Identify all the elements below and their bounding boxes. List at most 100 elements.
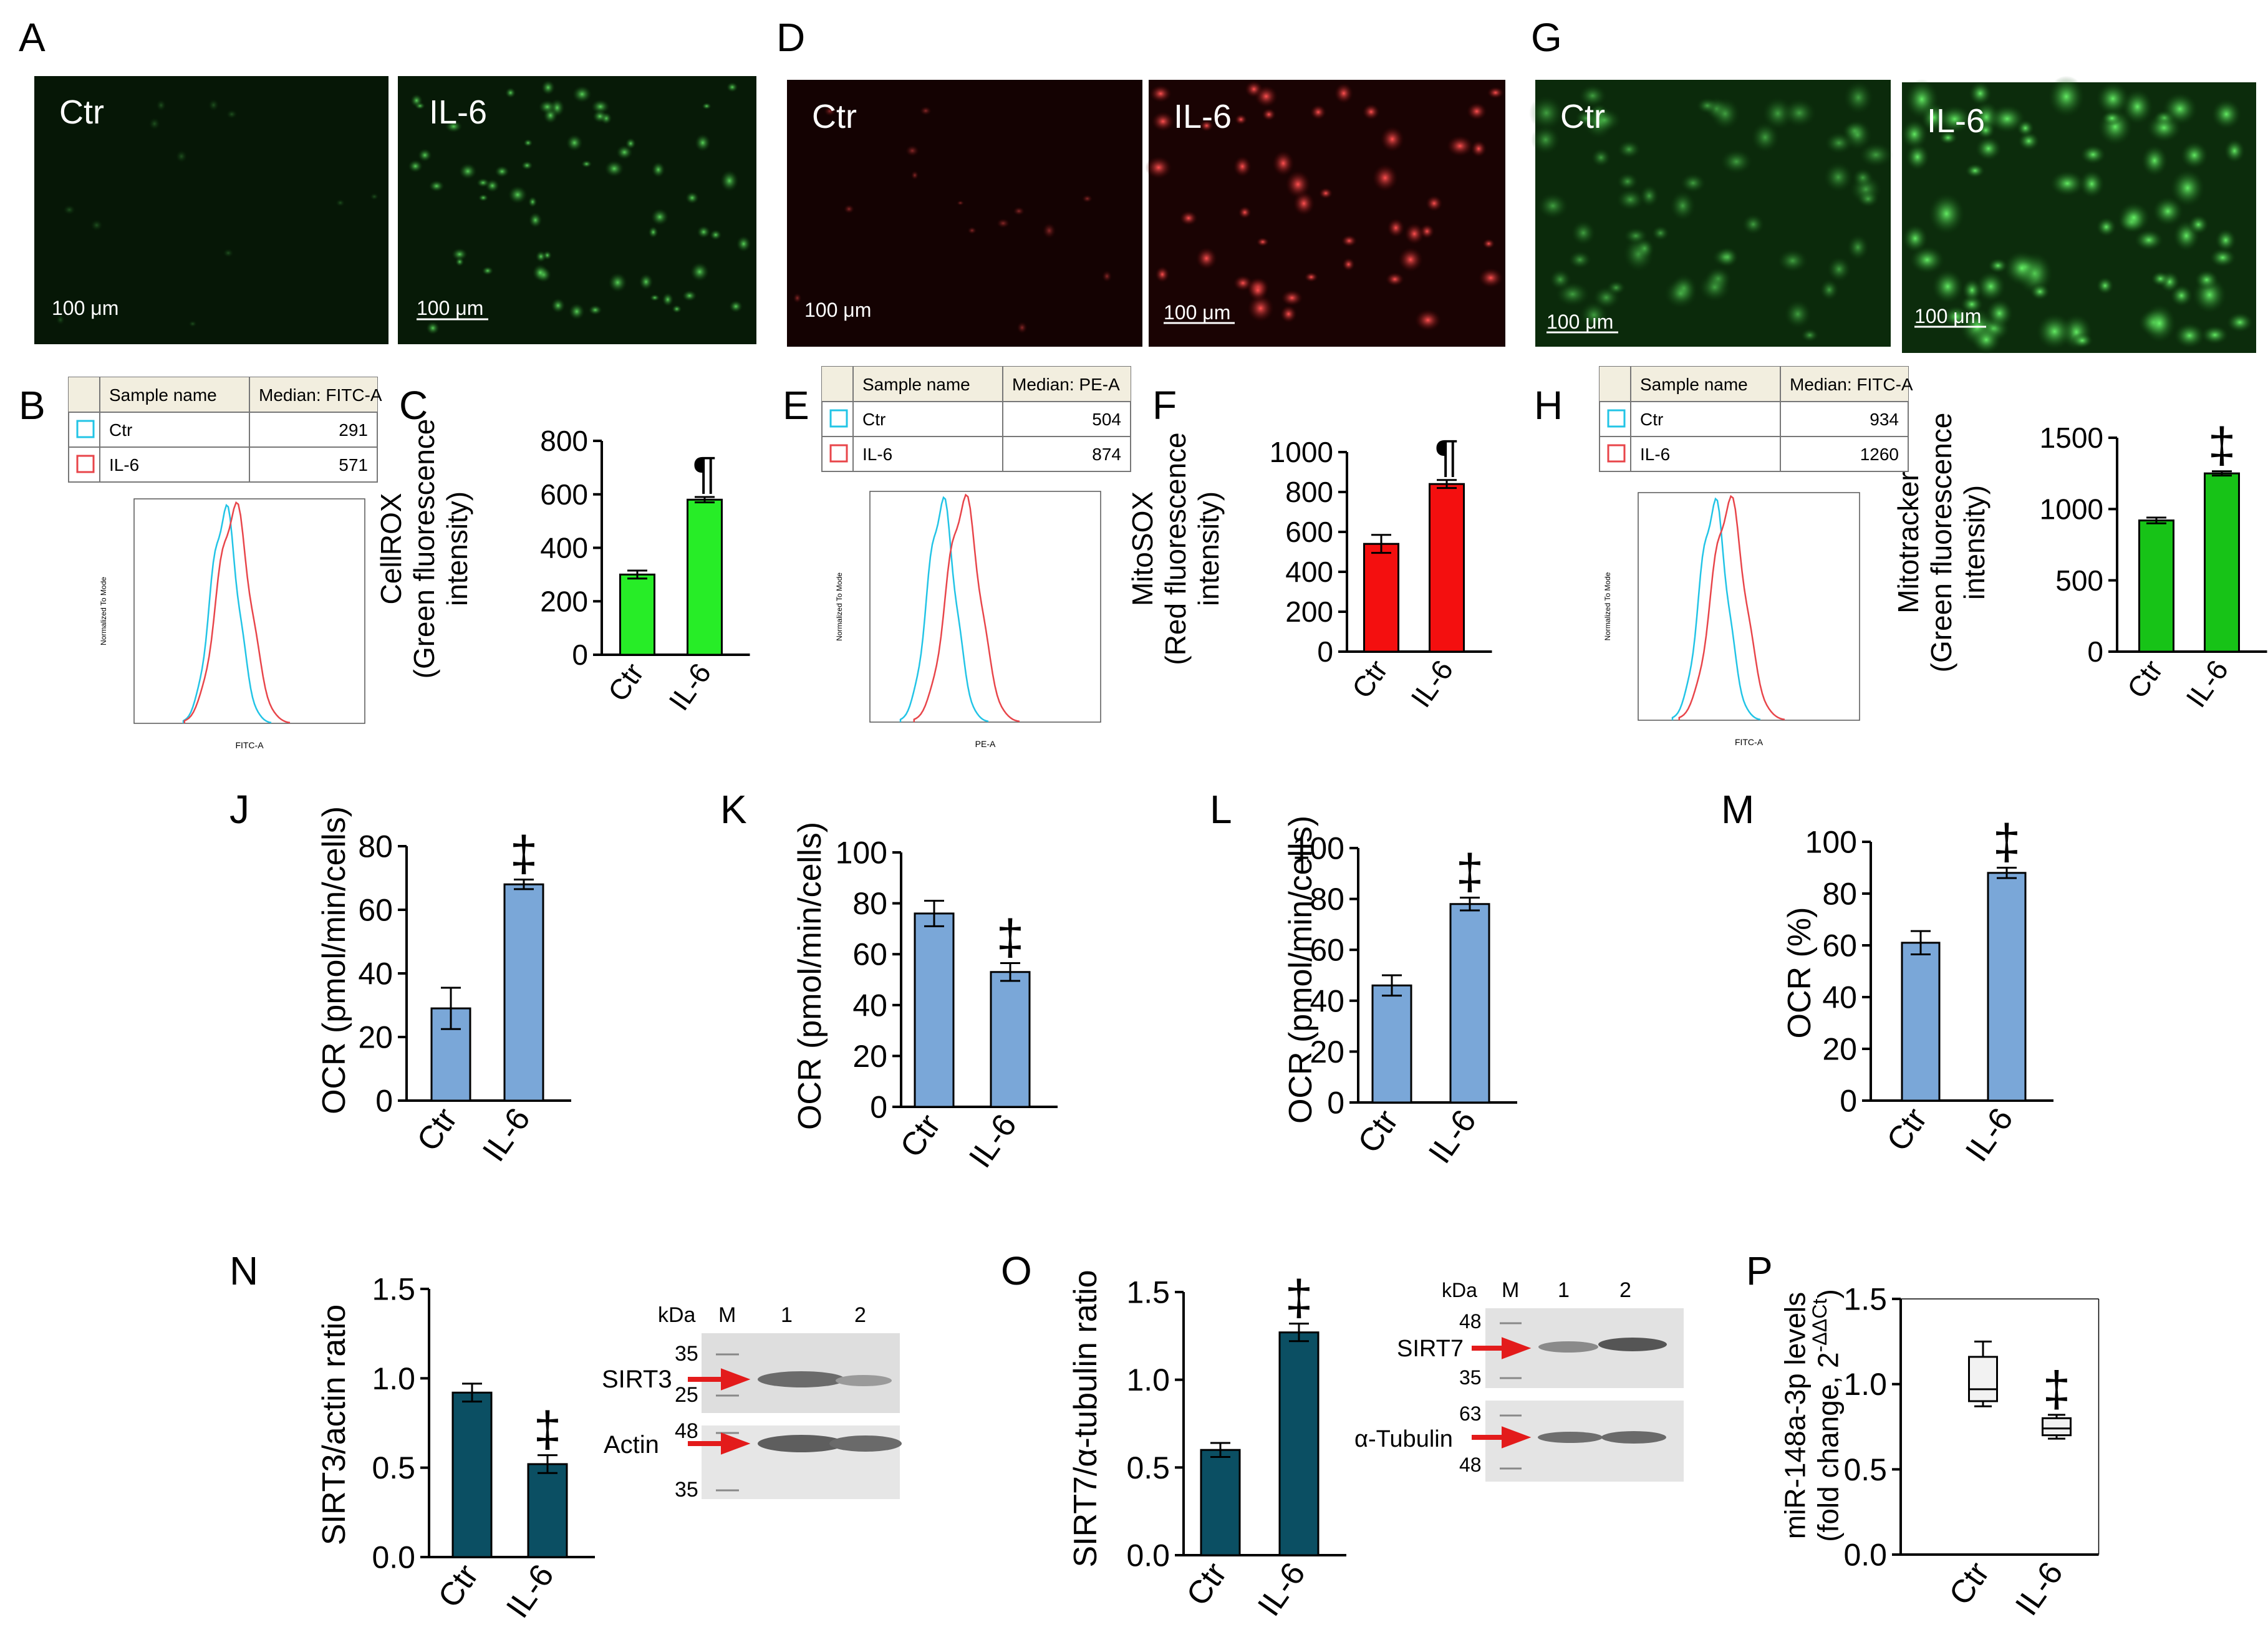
cell-fluorescence <box>1247 294 1274 322</box>
cell-fluorescence <box>1698 273 1731 302</box>
cell-fluorescence <box>1341 234 1358 247</box>
cell-fluorescence <box>1843 119 1873 151</box>
x-category-label: Ctr <box>1351 1104 1406 1160</box>
cell-fluorescence <box>682 290 697 302</box>
y-axis-label: intensity) <box>1958 485 1991 600</box>
y-axis-label: (Red fluorescence <box>1159 432 1192 665</box>
band-tubulin-lane2 <box>1601 1431 1666 1444</box>
cell-fluorescence <box>905 145 920 157</box>
y-tick-label: 80 <box>852 886 887 921</box>
cell-fluorescence <box>2194 269 2219 290</box>
cell-fluorescence <box>2050 170 2085 197</box>
cell-fluorescence <box>505 87 516 99</box>
arrow-icon <box>688 1432 751 1455</box>
panel-letter-E: E <box>783 383 809 428</box>
cell-fluorescence <box>1414 309 1442 331</box>
cell-fluorescence <box>1663 278 1697 309</box>
bar-ctr <box>2138 519 2174 653</box>
table-header-sample: Sample name <box>109 385 217 405</box>
cell-fluorescence <box>1446 135 1474 157</box>
x-category-label: IL-6 <box>1251 1556 1313 1623</box>
cell-fluorescence <box>793 292 802 304</box>
kda-label: kDa <box>1442 1279 1477 1301</box>
table-row-name: IL-6 <box>1640 445 1670 464</box>
cell-fluorescence <box>1904 79 1939 120</box>
cell-fluorescence <box>1155 266 1170 283</box>
panel-letter-K: K <box>720 787 747 832</box>
panel-letter-J: J <box>229 787 249 832</box>
y-tick-label: 200 <box>1285 596 1333 628</box>
scale-bar-label: 100 μm <box>1547 311 1613 333</box>
cell-fluorescence <box>672 304 682 314</box>
panel-letter-F: F <box>1152 383 1177 428</box>
histogram-xlabel: PE-A <box>975 739 996 749</box>
cell-fluorescence <box>1233 155 1252 178</box>
y-tick-label: 100 <box>1293 831 1344 866</box>
significance-marker: ‡ <box>1285 1270 1313 1326</box>
y-tick-label: 0 <box>870 1090 887 1125</box>
cell-fluorescence <box>1285 170 1311 198</box>
x-category-label: IL-6 <box>2009 1556 2070 1623</box>
y-tick-label: 1000 <box>1270 436 1333 468</box>
cell-fluorescence <box>690 262 710 282</box>
cell-fluorescence <box>1909 246 1945 274</box>
cell-fluorescence <box>410 94 423 107</box>
cell-fluorescence <box>2173 322 2206 349</box>
cell-fluorescence <box>1179 210 1198 226</box>
band-actin-lane1 <box>758 1435 845 1452</box>
panel-letter-P: P <box>1746 1248 1773 1293</box>
y-tick-label: 1000 <box>2040 493 2103 525</box>
scale-bar-label: 100 μm <box>804 299 871 321</box>
cell-fluorescence <box>1531 125 1560 155</box>
y-axis-label: CellROX <box>375 493 407 605</box>
cell-fluorescence <box>566 134 583 152</box>
table-row-value: 291 <box>339 420 368 440</box>
micrograph-A-il6: IL-6 100 μm <box>398 76 756 344</box>
flow-table: Sample name Median: FITC-A Ctr 291 IL-6 571 <box>68 377 382 483</box>
y-tick-label: 40 <box>1822 980 1857 1015</box>
lane-label-2: 2 <box>1619 1278 1631 1302</box>
cell-fluorescence <box>508 185 528 205</box>
x-category-label: IL-6 <box>962 1108 1024 1175</box>
y-axis-label: OCR (pmol/min/cells) <box>792 822 828 1130</box>
legend-swatch <box>76 420 95 438</box>
legend-swatch <box>1607 409 1626 428</box>
cell-fluorescence <box>2209 248 2236 268</box>
cell-fluorescence <box>1013 206 1025 216</box>
y-tick-label: 0.0 <box>1843 1538 1887 1573</box>
cell-fluorescence <box>1262 108 1276 121</box>
cell-fluorescence <box>1843 80 1874 115</box>
cell-fluorescence <box>458 163 477 180</box>
cell-fluorescence <box>1318 187 1333 200</box>
legend-swatch <box>1607 444 1626 463</box>
cell-fluorescence <box>1397 247 1423 273</box>
cell-fluorescence <box>1901 119 1928 150</box>
significance-marker: ‡ <box>1456 844 1484 900</box>
cell-fluorescence <box>1304 272 1319 282</box>
cell-fluorescence <box>1937 105 1972 133</box>
cell-fluorescence <box>1387 218 1405 238</box>
flow-table: Sample name Median: PE-A Ctr 504 IL-6 874 <box>821 366 1131 472</box>
cell-fluorescence <box>428 180 445 192</box>
cell-fluorescence <box>175 150 188 163</box>
y-tick-label: 1.0 <box>372 1361 415 1396</box>
y-tick-label: 20 <box>358 1020 393 1055</box>
cell-fluorescence <box>523 138 533 147</box>
x-category-label: Ctr <box>1180 1556 1234 1613</box>
cell-fluorescence <box>697 225 711 239</box>
cell-fluorescence <box>551 297 566 314</box>
cell-fluorescence <box>1928 193 1965 235</box>
cell-fluorescence <box>2095 81 2130 116</box>
y-axis-label: (fold change, 2-ΔΔCt) <box>1808 1289 1844 1542</box>
cell-fluorescence <box>2151 271 2171 287</box>
cell-fluorescence <box>2211 99 2242 130</box>
panel-letter-B: B <box>19 383 46 428</box>
cell-fluorescence <box>2004 250 2040 286</box>
legend-swatch <box>76 455 95 473</box>
label-ctr: Ctr <box>59 94 104 131</box>
cell-fluorescence <box>2030 283 2050 301</box>
cell-fluorescence <box>1254 85 1278 108</box>
cell-fluorescence <box>1568 250 1592 269</box>
band-sirt3-lane1 <box>758 1371 845 1387</box>
